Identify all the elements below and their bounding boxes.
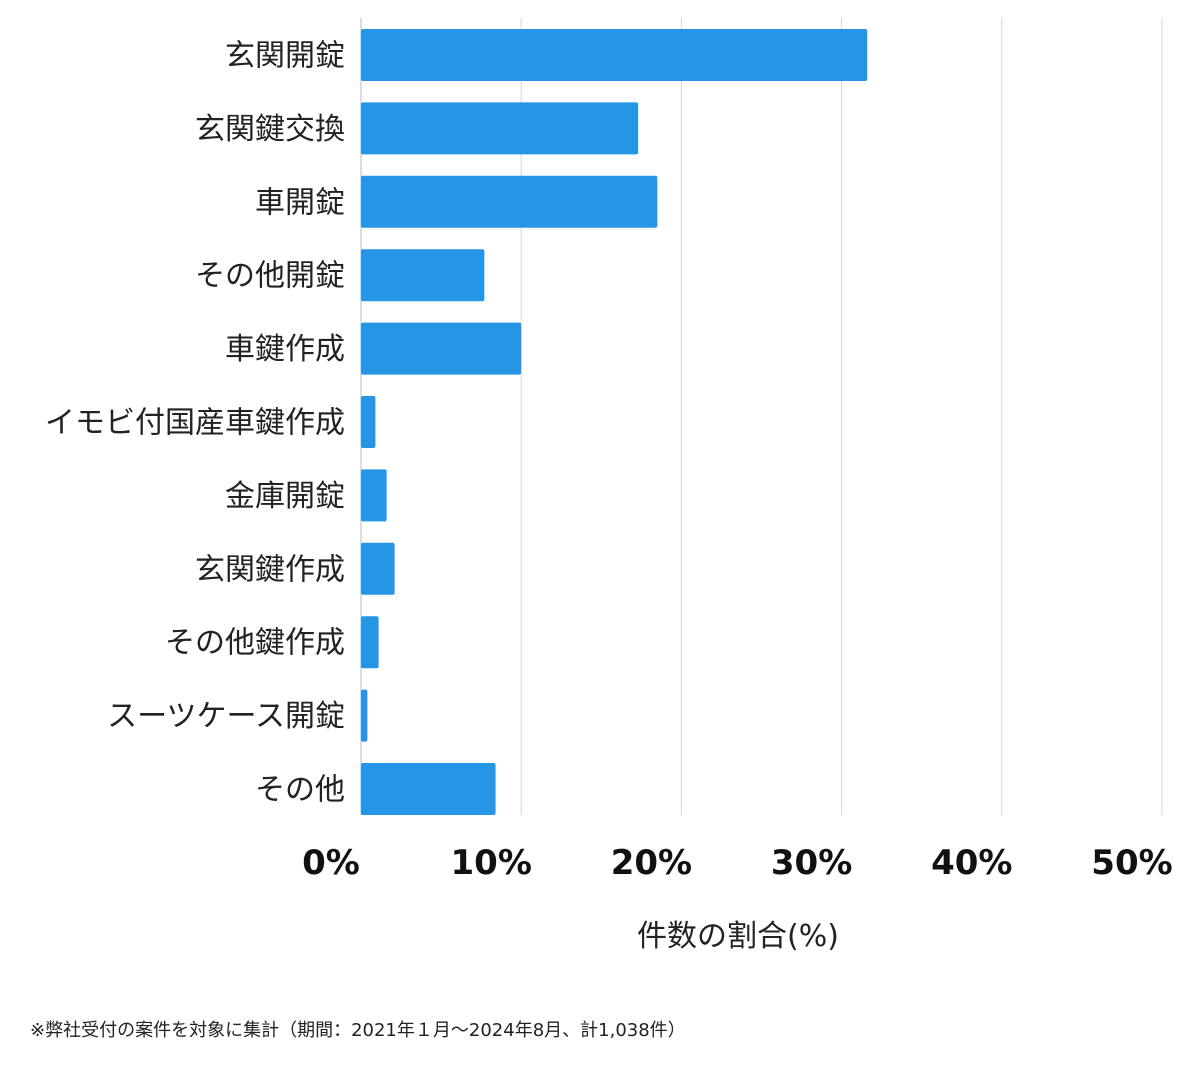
x-tick-label: 10%	[451, 843, 532, 883]
bar	[361, 102, 639, 155]
x-tick-label: 50%	[1091, 843, 1172, 883]
bar	[361, 249, 485, 302]
x-tick-label: 30%	[771, 843, 852, 883]
bar	[361, 175, 658, 228]
bar	[361, 396, 376, 448]
bar-chart: 0% 10% 20% 30% 40% 50% 玄関開錠玄関鍵交換車開錠その他開錠車鍵作成イモ…	[45, 18, 1173, 954]
bar	[361, 616, 379, 669]
category-label: 金庫開錠	[225, 479, 345, 514]
bar	[361, 763, 496, 815]
bar	[361, 322, 522, 375]
x-axis-label: 件数の割合(%)	[637, 919, 839, 954]
category-label: スーツケース開錠	[107, 699, 345, 734]
category-label: その他開錠	[195, 259, 345, 294]
bar	[361, 542, 395, 595]
bar	[361, 469, 387, 522]
category-label: 車鍵作成	[225, 332, 345, 367]
footnote: ※弊社受付の案件を対象に集計（期間：2021年１月～2024年8月、計1,038…	[30, 1020, 686, 1041]
category-label: 車開錠	[255, 185, 345, 220]
category-label: 玄関鍵作成	[195, 552, 345, 587]
bar	[361, 689, 368, 742]
category-label: その他鍵作成	[165, 626, 345, 661]
x-tick-label: 40%	[931, 843, 1012, 883]
category-label: 玄関開錠	[225, 39, 345, 74]
bar	[361, 29, 868, 81]
category-label: 玄関鍵交換	[195, 112, 345, 147]
x-tick-label: 0%	[302, 843, 360, 883]
category-label: その他	[255, 773, 345, 808]
x-tick-label: 20%	[611, 843, 692, 883]
category-label: イモビ付国産車鍵作成	[45, 406, 345, 441]
